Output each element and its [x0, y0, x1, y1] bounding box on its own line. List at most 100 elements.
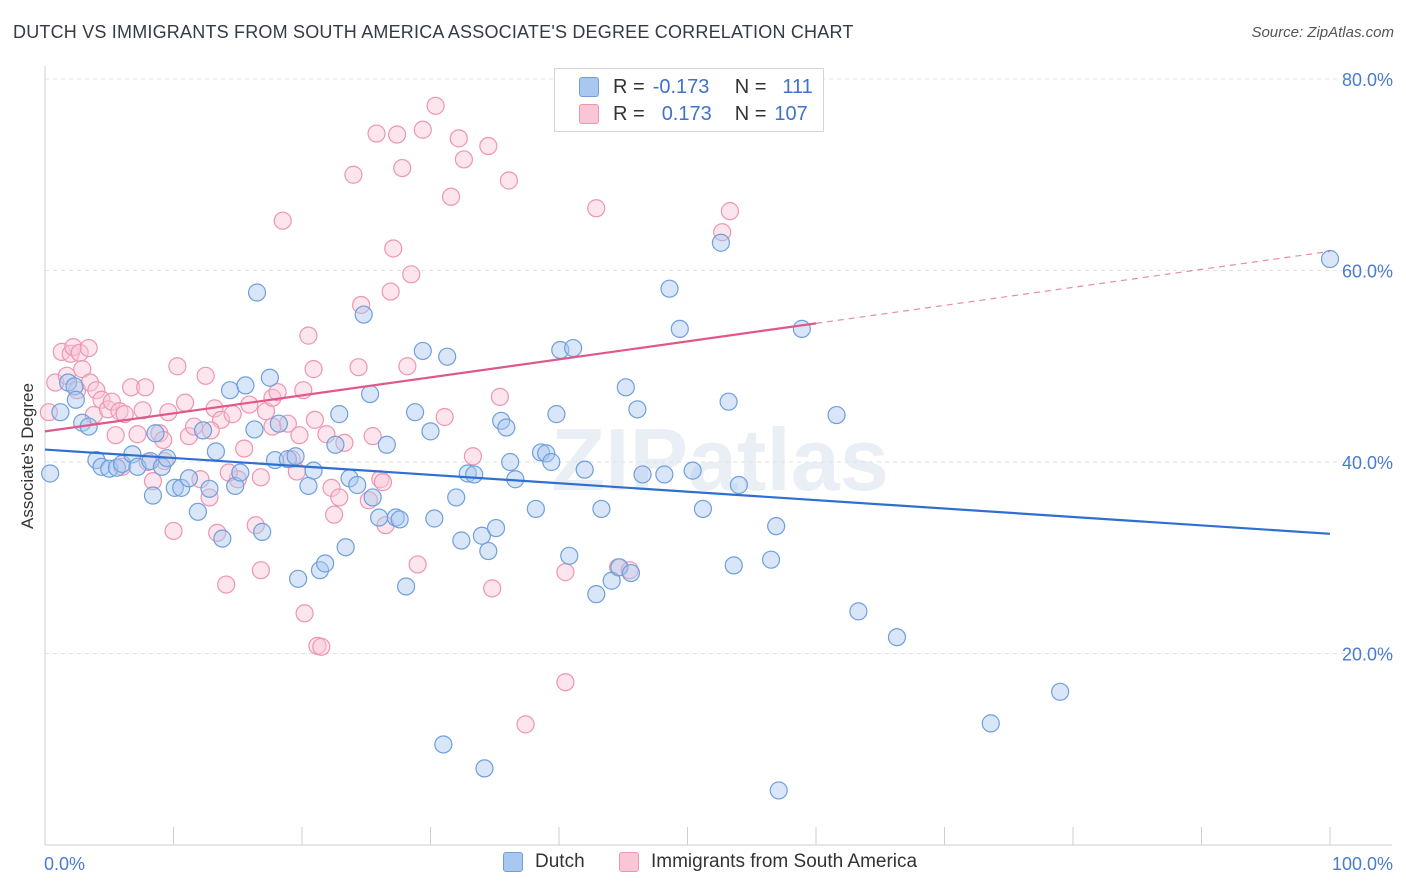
data-point [128, 425, 147, 444]
data-point [387, 125, 407, 144]
data-point [172, 478, 191, 497]
data-point [299, 476, 318, 496]
trend-line [44, 322, 817, 433]
data-point [526, 499, 545, 519]
data-point [405, 403, 425, 422]
data-point [106, 426, 125, 445]
data-point [349, 358, 368, 377]
data-point [168, 357, 187, 376]
data-point [616, 378, 635, 397]
y-tick-label: 20.0% [1342, 645, 1393, 665]
data-point [421, 422, 440, 441]
data-point [304, 461, 323, 480]
data-point [497, 418, 516, 437]
axis-labels: 20.0% 40.0% 60.0% 80.0% 0.0% 100.0% Associate'… [18, 70, 1393, 874]
data-point [196, 366, 215, 385]
trend-line-extension [815, 250, 1331, 324]
data-point [193, 421, 213, 440]
data-point [188, 502, 208, 521]
data-point [390, 510, 409, 529]
data-point [1320, 249, 1340, 269]
data-point [253, 522, 272, 541]
data-point [711, 233, 731, 252]
data-point [121, 378, 141, 397]
data-point [556, 563, 575, 582]
data-point [354, 305, 373, 324]
data-point [384, 239, 403, 258]
y-tick-label: 40.0% [1342, 453, 1393, 473]
x-tick-label: 100.0% [1332, 854, 1393, 874]
series-legend: Dutch Immigrants from South America [0, 851, 1406, 877]
data-point [377, 435, 396, 454]
data-point [719, 392, 738, 411]
data-point [1051, 682, 1070, 701]
data-point [73, 360, 92, 379]
data-point [201, 421, 220, 440]
data-point [490, 387, 509, 406]
data-point [330, 488, 349, 507]
data-point [295, 604, 314, 623]
dutch-label: Dutch [535, 851, 585, 872]
data-point [501, 452, 520, 472]
data-point [247, 283, 267, 302]
immigrants-swatch [579, 104, 599, 124]
data-point [363, 427, 382, 446]
data-point [463, 447, 483, 466]
r-value: -0.173 [652, 75, 710, 98]
data-point [286, 447, 305, 466]
data-point [413, 341, 432, 361]
data-point [981, 714, 1000, 733]
y-tick-label: 80.0% [1342, 70, 1393, 90]
data-point [235, 439, 254, 458]
data-point [143, 486, 163, 505]
data-point [322, 478, 341, 497]
data-point [381, 282, 400, 301]
n-label: N = [734, 102, 767, 125]
data-point [655, 465, 674, 484]
dutch-swatch [579, 77, 599, 97]
data-point [317, 425, 336, 444]
data-point [660, 279, 679, 298]
dutch-swatch [503, 852, 523, 872]
data-point [447, 488, 466, 507]
data-point [472, 526, 491, 545]
trend-line [44, 448, 1331, 535]
data-point [499, 171, 518, 190]
data-point [290, 426, 309, 445]
data-point [887, 628, 907, 647]
data-point [223, 405, 242, 424]
data-point [434, 735, 453, 754]
data-point [767, 517, 786, 536]
data-point [146, 424, 165, 443]
data-point [827, 405, 846, 425]
n-label: N = [734, 75, 767, 98]
data-point [475, 759, 494, 778]
data-point [136, 378, 155, 397]
data-point [370, 508, 389, 527]
data-point [133, 401, 152, 420]
immigrants-label: Immigrants from South America [651, 851, 918, 872]
chart-title: DUTCH VS IMMIGRANTS FROM SOUTH AMERICA A… [13, 22, 854, 42]
data-point [289, 569, 308, 588]
data-point [335, 433, 354, 452]
data-point [575, 460, 594, 479]
data-point [367, 124, 386, 143]
data-point [398, 357, 417, 376]
data-point [670, 319, 689, 339]
correlation-legend: R = -0.173 N = 111 R = 0.173 N = 107 [554, 68, 824, 132]
data-point [179, 469, 199, 488]
data-point [269, 414, 288, 433]
data-point [452, 531, 471, 550]
immigrants-points [39, 96, 740, 734]
data-point [556, 673, 575, 692]
data-point [564, 338, 583, 358]
data-point [52, 342, 71, 361]
data-point [231, 463, 250, 482]
data-point [479, 136, 498, 156]
r-label: R = [613, 102, 645, 125]
data-point [438, 347, 457, 366]
data-point [373, 473, 393, 492]
legend-item-dutch: Dutch [503, 851, 585, 873]
data-point [486, 518, 506, 538]
